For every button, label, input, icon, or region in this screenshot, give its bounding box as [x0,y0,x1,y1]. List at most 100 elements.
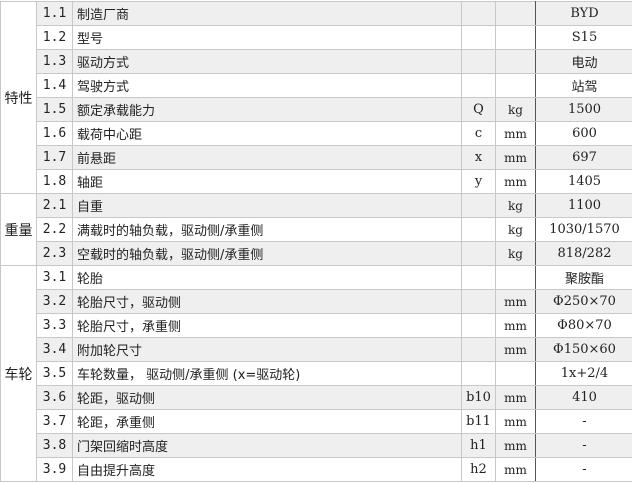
item-number: 2.1 [36,193,73,218]
item-unit: mm [495,433,536,458]
item-value: 1030/1570 [535,217,632,242]
item-unit [495,361,536,386]
table-row: 特性 1.1 制造厂商 BYD [0,1,632,194]
item-symbol [461,361,496,386]
item-number: 1.8 [36,169,73,194]
item-symbol [461,73,496,98]
item-value: 1100 [535,193,632,218]
table-row: 车轮 3.1 轮胎 聚胺酯 [0,265,632,482]
item-name: 车轮数量， 驱动侧/承重侧 (x=驱动轮) [72,361,462,386]
item-unit: mm [495,409,536,434]
item-unit [495,49,536,74]
table-row: 3.4 附加轮尺寸 mm Φ150×60 [1,337,632,362]
item-number: 1.7 [36,145,73,170]
item-symbol [461,193,496,218]
item-value: Φ150×60 [535,337,632,362]
item-value: 1500 [535,97,632,122]
item-value: - [535,457,632,482]
table-row: 3.2 轮胎尺寸，驱动侧 mm Φ250×70 [1,289,632,314]
item-unit [495,1,536,26]
table-row: 重量 2.1 自重 kg 1100 [0,193,632,266]
item-number: 3.6 [36,385,73,410]
item-unit: mm [495,313,536,338]
item-symbol [461,313,496,338]
table-row: 1.3 驱动方式 电动 [1,49,632,74]
table-row: 1.6 载荷中心距 c mm 600 [1,121,632,146]
item-symbol [461,241,496,266]
item-name: 轮胎尺寸，驱动侧 [72,289,462,314]
item-symbol: c [461,121,496,146]
item-name: 轮距，承重侧 [72,409,462,434]
item-symbol: x [461,145,496,170]
item-name: 载荷中心距 [72,121,462,146]
item-number: 3.7 [36,409,73,434]
item-symbol: h2 [461,457,496,482]
item-number: 3.8 [36,433,73,458]
item-symbol [461,217,496,242]
table-row: 1.7 前悬距 x mm 697 [1,145,632,170]
item-symbol [461,49,496,74]
item-unit: kg [495,193,536,218]
item-value: 聚胺酯 [535,265,632,290]
item-number: 1.4 [36,73,73,98]
item-value: Φ80×70 [535,313,632,338]
item-number: 3.1 [36,265,73,290]
item-unit [495,73,536,98]
group-label: 特性 [0,1,37,194]
item-number: 3.9 [36,457,73,482]
item-name: 型号 [72,25,462,50]
table-row: 3.9 自由提升高度 h2 mm - [1,457,632,482]
item-value: - [535,433,632,458]
table-row: 3.7 轮距，承重侧 b11 mm - [1,409,632,434]
item-name: 轮胎尺寸，承重侧 [72,313,462,338]
item-name: 自重 [72,193,462,218]
item-value: 600 [535,121,632,146]
item-name: 门架回缩时高度 [72,433,462,458]
item-number: 3.2 [36,289,73,314]
item-symbol [461,289,496,314]
item-name: 轴距 [72,169,462,194]
table-row: 1.2 型号 S15 [1,25,632,50]
item-unit [495,25,536,50]
table-row: 1.8 轴距 y mm 1405 [1,169,632,194]
item-name: 制造厂商 [72,1,462,26]
table-row: 2.3 空载时的轴负载，驱动侧/承重侧 kg 818/282 [1,241,632,266]
table-row: 3.5 车轮数量， 驱动侧/承重侧 (x=驱动轮) 1x+2/4 [1,361,632,386]
table-row: 3.6 轮距，驱动侧 b10 mm 410 [1,385,632,410]
item-unit: kg [495,217,536,242]
item-number: 3.3 [36,313,73,338]
item-value: 站驾 [535,73,632,98]
table-row: 2.2 满载时的轴负载，驱动侧/承重侧 kg 1030/1570 [1,217,632,242]
item-unit: mm [495,289,536,314]
item-name: 额定承载能力 [72,97,462,122]
item-number: 3.5 [36,361,73,386]
item-number: 1.5 [36,97,73,122]
item-unit: mm [495,385,536,410]
item-value: 818/282 [535,241,632,266]
item-symbol: b11 [461,409,496,434]
item-unit: mm [495,121,536,146]
table-row: 1.4 驾驶方式 站驾 [1,73,632,98]
item-unit: mm [495,457,536,482]
item-unit: mm [495,145,536,170]
item-value: 1405 [535,169,632,194]
item-number: 3.4 [36,337,73,362]
item-number: 1.6 [36,121,73,146]
item-symbol [461,265,496,290]
item-unit: kg [495,241,536,266]
item-name: 驾驶方式 [72,73,462,98]
item-unit [495,265,536,290]
item-name: 满载时的轴负载，驱动侧/承重侧 [72,217,462,242]
item-value: 1x+2/4 [535,361,632,386]
item-name: 自由提升高度 [72,457,462,482]
item-value: 410 [535,385,632,410]
table-row: 3.3 轮胎尺寸，承重侧 mm Φ80×70 [1,313,632,338]
item-symbol: Q [461,97,496,122]
item-value: - [535,409,632,434]
item-name: 空载时的轴负载，驱动侧/承重侧 [72,241,462,266]
item-symbol: h1 [461,433,496,458]
item-name: 轮距，驱动侧 [72,385,462,410]
item-value: 697 [535,145,632,170]
group-label: 重量 [0,193,37,266]
